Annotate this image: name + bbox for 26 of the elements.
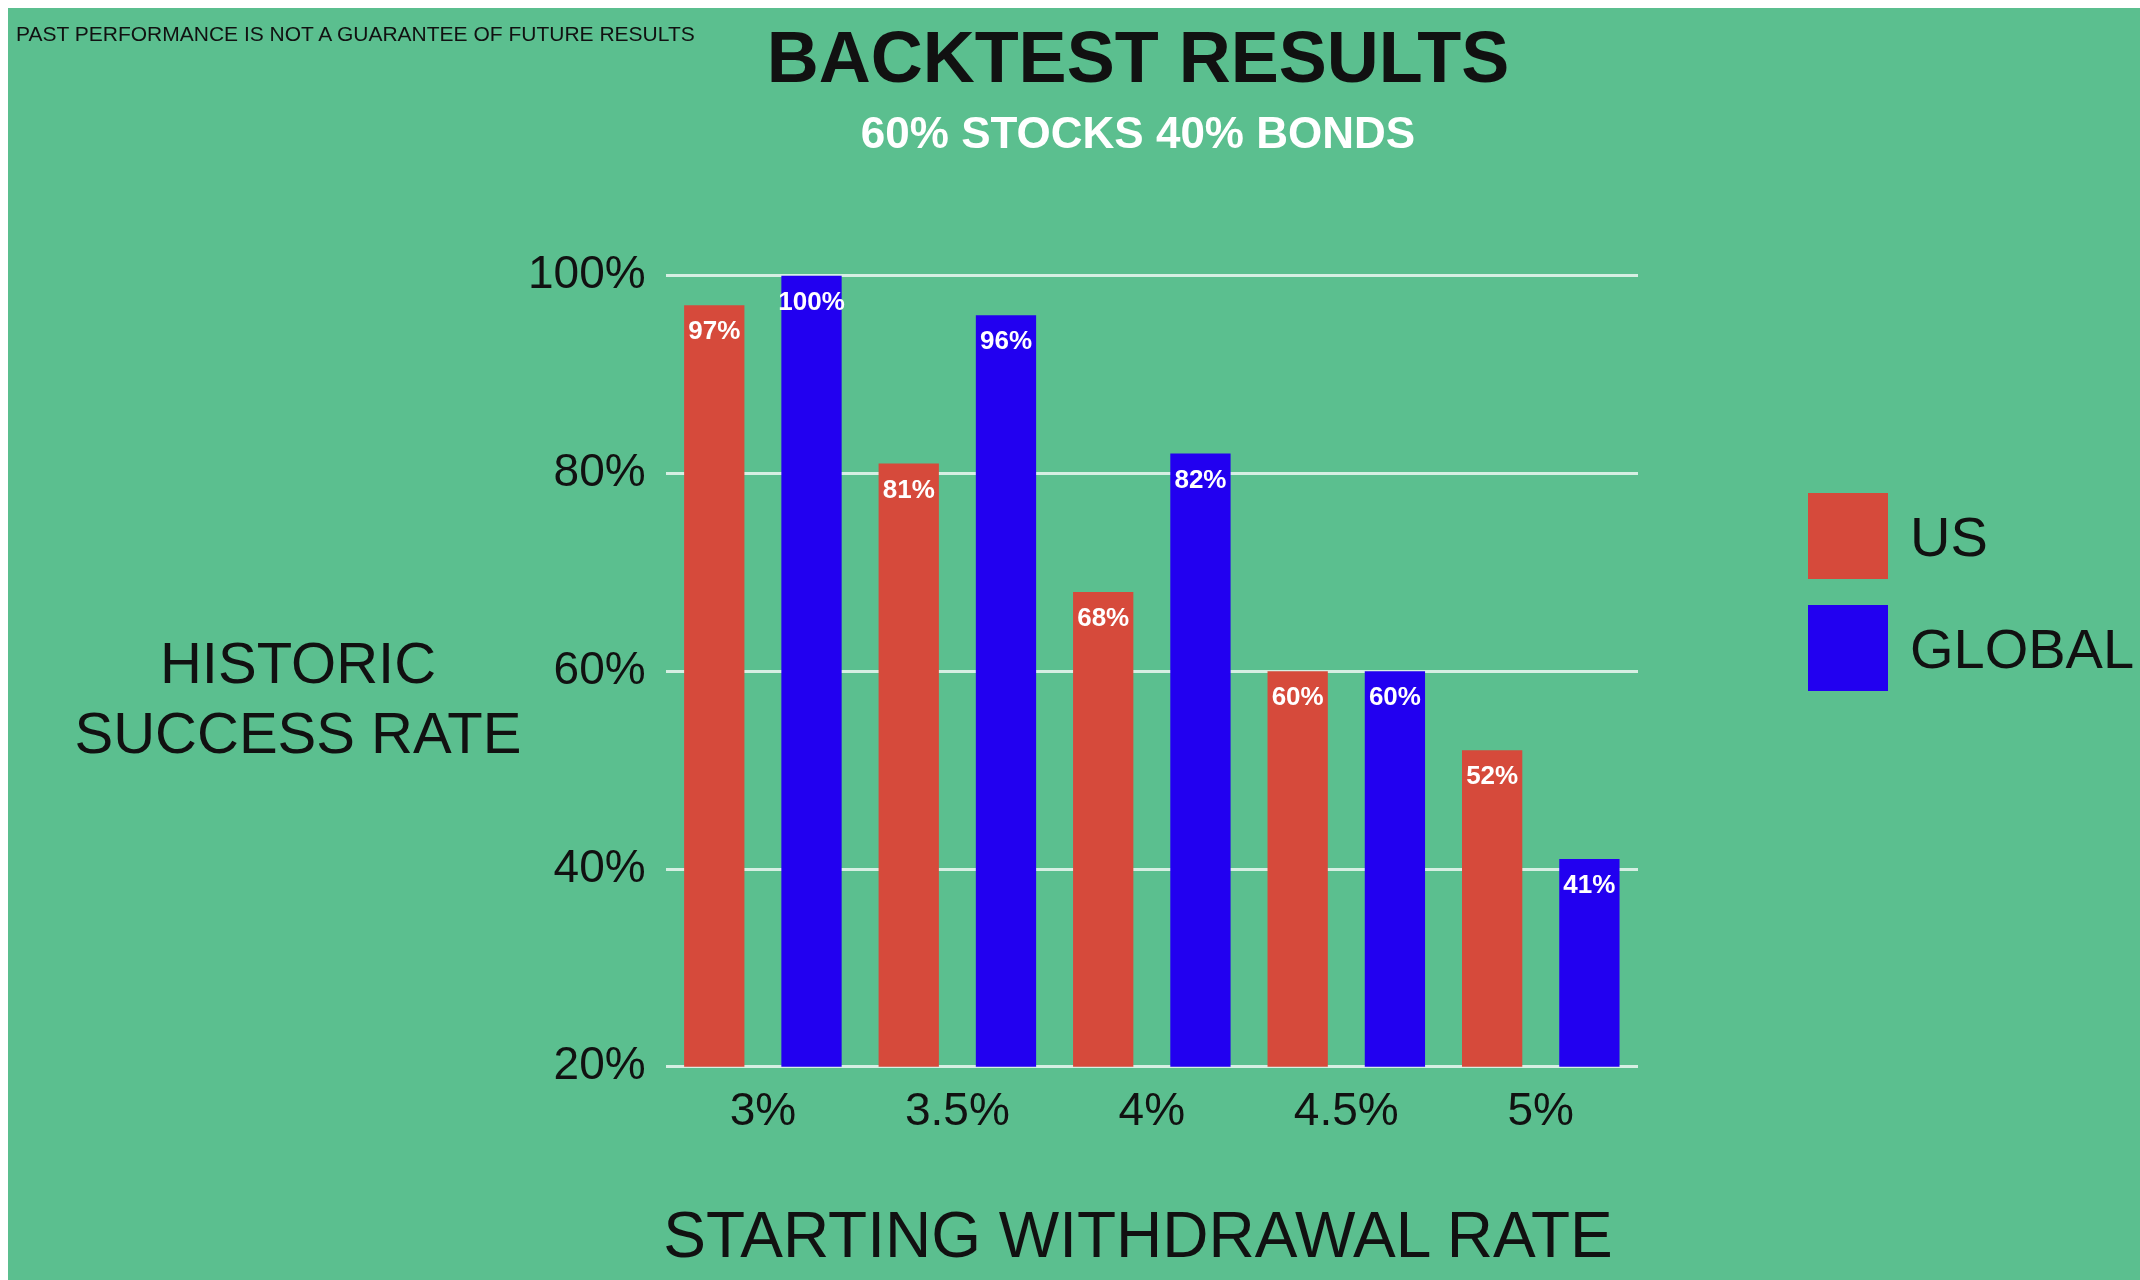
- data-label: 41%: [1563, 869, 1616, 900]
- data-label: 60%: [1271, 681, 1324, 712]
- x-tick-label: 3.5%: [904, 1083, 1010, 1136]
- y-tick-label: 20%: [553, 1037, 646, 1090]
- text: PAST PERFORMANCE IS NOT A GUARANTEE OF FUTURE RESULTS: [16, 22, 695, 46]
- chart-subtitle: 60% STOCKS 40% BONDS: [859, 108, 1417, 158]
- x-tick-label: 4.5%: [1293, 1083, 1399, 1136]
- data-label: 60%: [1368, 681, 1421, 712]
- data-label: 96%: [979, 325, 1032, 356]
- y-tick-label: 40%: [553, 839, 646, 892]
- chart-title: BACKTEST RESULTS: [766, 17, 1510, 97]
- y-tick-label: 80%: [553, 444, 646, 497]
- x-tick-label: 4%: [1118, 1083, 1186, 1136]
- legend-label: US: [1910, 503, 1988, 569]
- data-label: 52%: [1466, 760, 1519, 791]
- legend-label: GLOBAL: [1910, 615, 2135, 681]
- data-label: 82%: [1174, 463, 1227, 494]
- y-tick-label: 100%: [527, 246, 646, 299]
- data-label: 68%: [1077, 602, 1130, 633]
- data-label: 81%: [882, 473, 935, 504]
- x-axis-title: STARTING WITHDRAWAL RATE: [662, 1198, 1614, 1272]
- data-label: 97%: [688, 315, 741, 346]
- y-tick-label: 60%: [553, 641, 646, 694]
- x-tick-label: 5%: [1507, 1083, 1575, 1136]
- y-axis-title: HISTORIC SUCCESS RATE: [74, 630, 522, 765]
- x-tick-label: 3%: [729, 1083, 797, 1136]
